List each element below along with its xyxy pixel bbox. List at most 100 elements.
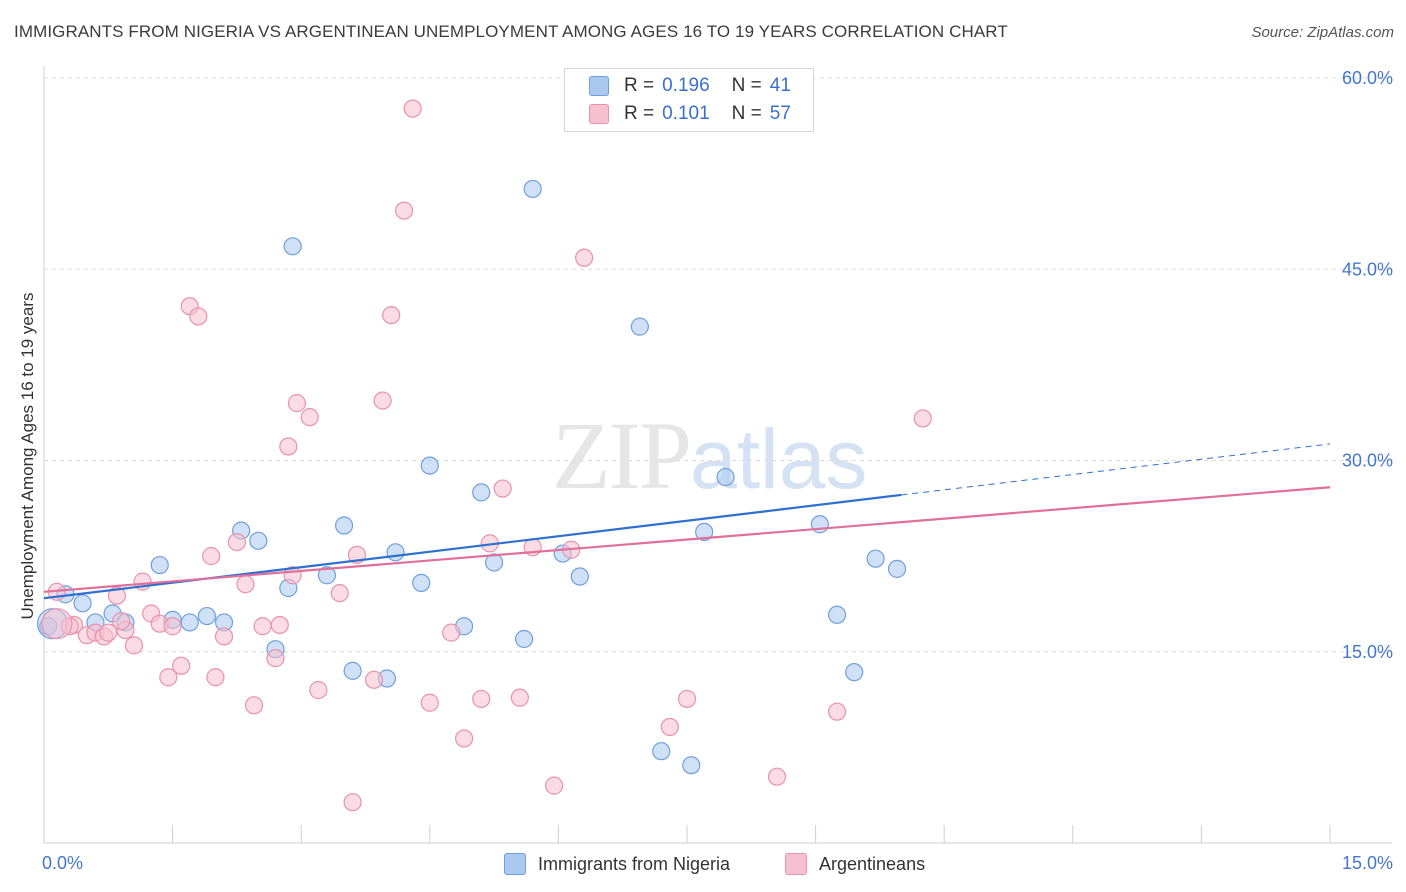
nigeria-point xyxy=(866,549,885,568)
legend-item-nigeria: Immigrants from Nigeria xyxy=(504,852,730,876)
nigeria-point xyxy=(695,522,714,542)
argentinean-point xyxy=(214,627,234,646)
nigeria-point xyxy=(652,742,671,761)
axes xyxy=(43,66,1392,844)
legend-label-argentineans: Argentineans xyxy=(819,853,926,874)
argentinean-point xyxy=(189,307,208,326)
argentinean-point xyxy=(112,612,131,631)
watermark: ZIPatlas xyxy=(552,400,867,511)
nigeria-point xyxy=(485,553,504,572)
legend-r-label: R = xyxy=(624,103,655,124)
nigeria-point xyxy=(343,661,362,680)
legend-swatch-argentineans xyxy=(785,853,807,875)
nigeria-point xyxy=(317,566,337,585)
argentinean-point xyxy=(545,776,564,795)
argentinean-point xyxy=(163,617,182,636)
argentinean-point xyxy=(454,729,474,748)
argentinean-point xyxy=(677,689,697,709)
argentinean-point xyxy=(767,767,787,786)
legend-r-value: 0.101 xyxy=(662,103,710,124)
argentinean-point xyxy=(124,636,144,655)
y-tick-label: 45.0% xyxy=(1342,259,1393,279)
legend-item-argentineans: Argentineans xyxy=(785,852,925,876)
argentinean-point xyxy=(330,583,349,603)
argentinean-point xyxy=(382,306,401,325)
legend-n-label: N = xyxy=(731,75,762,96)
nigeria-point xyxy=(420,456,439,475)
nigeria-point xyxy=(472,483,491,502)
legend-n-value: 57 xyxy=(769,103,791,124)
argentinean-point xyxy=(107,586,126,605)
nigeria-point xyxy=(180,613,199,632)
nigeria-point xyxy=(150,555,169,575)
argentinean-point xyxy=(472,689,491,709)
argentinean-point xyxy=(253,617,272,636)
legend-r-value: 0.196 xyxy=(662,75,710,96)
nigeria-point xyxy=(73,594,92,613)
legend-row-argentineans: R = 0.101 N = 57 xyxy=(589,103,791,125)
argentinean-point xyxy=(244,696,264,715)
argentinean-point-large xyxy=(41,608,73,640)
legend-swatch-nigeria xyxy=(589,76,609,96)
argentinean-point xyxy=(403,99,422,118)
nigeria-point xyxy=(887,559,907,578)
argentinean-point xyxy=(442,623,461,642)
nigeria-point xyxy=(827,605,847,624)
trend-lines xyxy=(43,443,1331,600)
y-axis-title: Unemployment Among Ages 16 to 19 years xyxy=(18,293,37,620)
argentinean-point xyxy=(270,615,289,635)
nigeria-point xyxy=(515,629,534,649)
argentinean-point xyxy=(287,394,307,413)
nigeria-point xyxy=(682,756,701,775)
argentinean-point xyxy=(266,649,285,668)
legend-swatch-nigeria xyxy=(504,853,526,875)
nigeria-point xyxy=(570,567,589,586)
legend-row-nigeria: R = 0.196 N = 41 xyxy=(589,75,791,97)
argentinean-point xyxy=(394,201,414,220)
legend-swatch-argentineans xyxy=(589,104,609,124)
argentinean-point xyxy=(227,532,246,552)
argentinean-point xyxy=(575,248,594,267)
argentinean-point xyxy=(373,391,392,410)
argentinean-point xyxy=(660,717,679,737)
legend-label-nigeria: Immigrants from Nigeria xyxy=(538,853,731,874)
nigeria-point xyxy=(386,543,405,562)
argentinean-point xyxy=(343,793,362,812)
argentinean-point xyxy=(913,409,932,428)
x-tick-label: 15.0% xyxy=(1342,853,1393,873)
legend-n-label: N = xyxy=(731,103,762,124)
nigeria-trend-line xyxy=(43,493,902,600)
argentinean-point xyxy=(172,656,191,675)
argentinean-point xyxy=(364,670,384,689)
nigeria-point xyxy=(523,179,542,199)
nigeria-point xyxy=(283,237,302,256)
tick-labels: 15.0% 30.0% 45.0% 60.0% 0.0% 15.0% xyxy=(42,68,1393,873)
nigeria-point xyxy=(845,663,864,682)
argentinean-point xyxy=(827,702,847,721)
watermark-zip: ZIP xyxy=(552,402,692,509)
correlation-legend: R = 0.196 N = 41 R = 0.101 N = 57 xyxy=(564,68,814,132)
nigeria-point xyxy=(334,516,354,535)
nigeria-point xyxy=(630,317,649,336)
nigeria-point xyxy=(412,573,431,593)
argentinean-point xyxy=(510,688,529,707)
chart-title: IMMIGRANTS FROM NIGERIA VS ARGENTINEAN U… xyxy=(14,22,1008,41)
argentinean-point xyxy=(309,680,328,700)
source-credit: Source: ZipAtlas.com xyxy=(1251,24,1394,41)
argentinean-point xyxy=(236,575,255,594)
argentinean-point xyxy=(159,668,178,687)
argentinean-point xyxy=(300,408,319,427)
argentinean-point xyxy=(279,437,298,456)
nigeria-point xyxy=(716,467,735,487)
argentinean-point xyxy=(202,547,221,566)
nigeria-point xyxy=(249,531,268,550)
watermark-atlas: atlas xyxy=(690,412,868,506)
x-tick-label: 0.0% xyxy=(42,853,83,873)
nigeria-trend-line-extension xyxy=(901,443,1331,496)
nigeria-point xyxy=(197,606,216,626)
argentinean-trend-line xyxy=(43,486,1331,593)
legend-r-label: R = xyxy=(624,75,655,96)
gridlines xyxy=(44,77,1392,653)
argentinean-point xyxy=(420,693,439,712)
